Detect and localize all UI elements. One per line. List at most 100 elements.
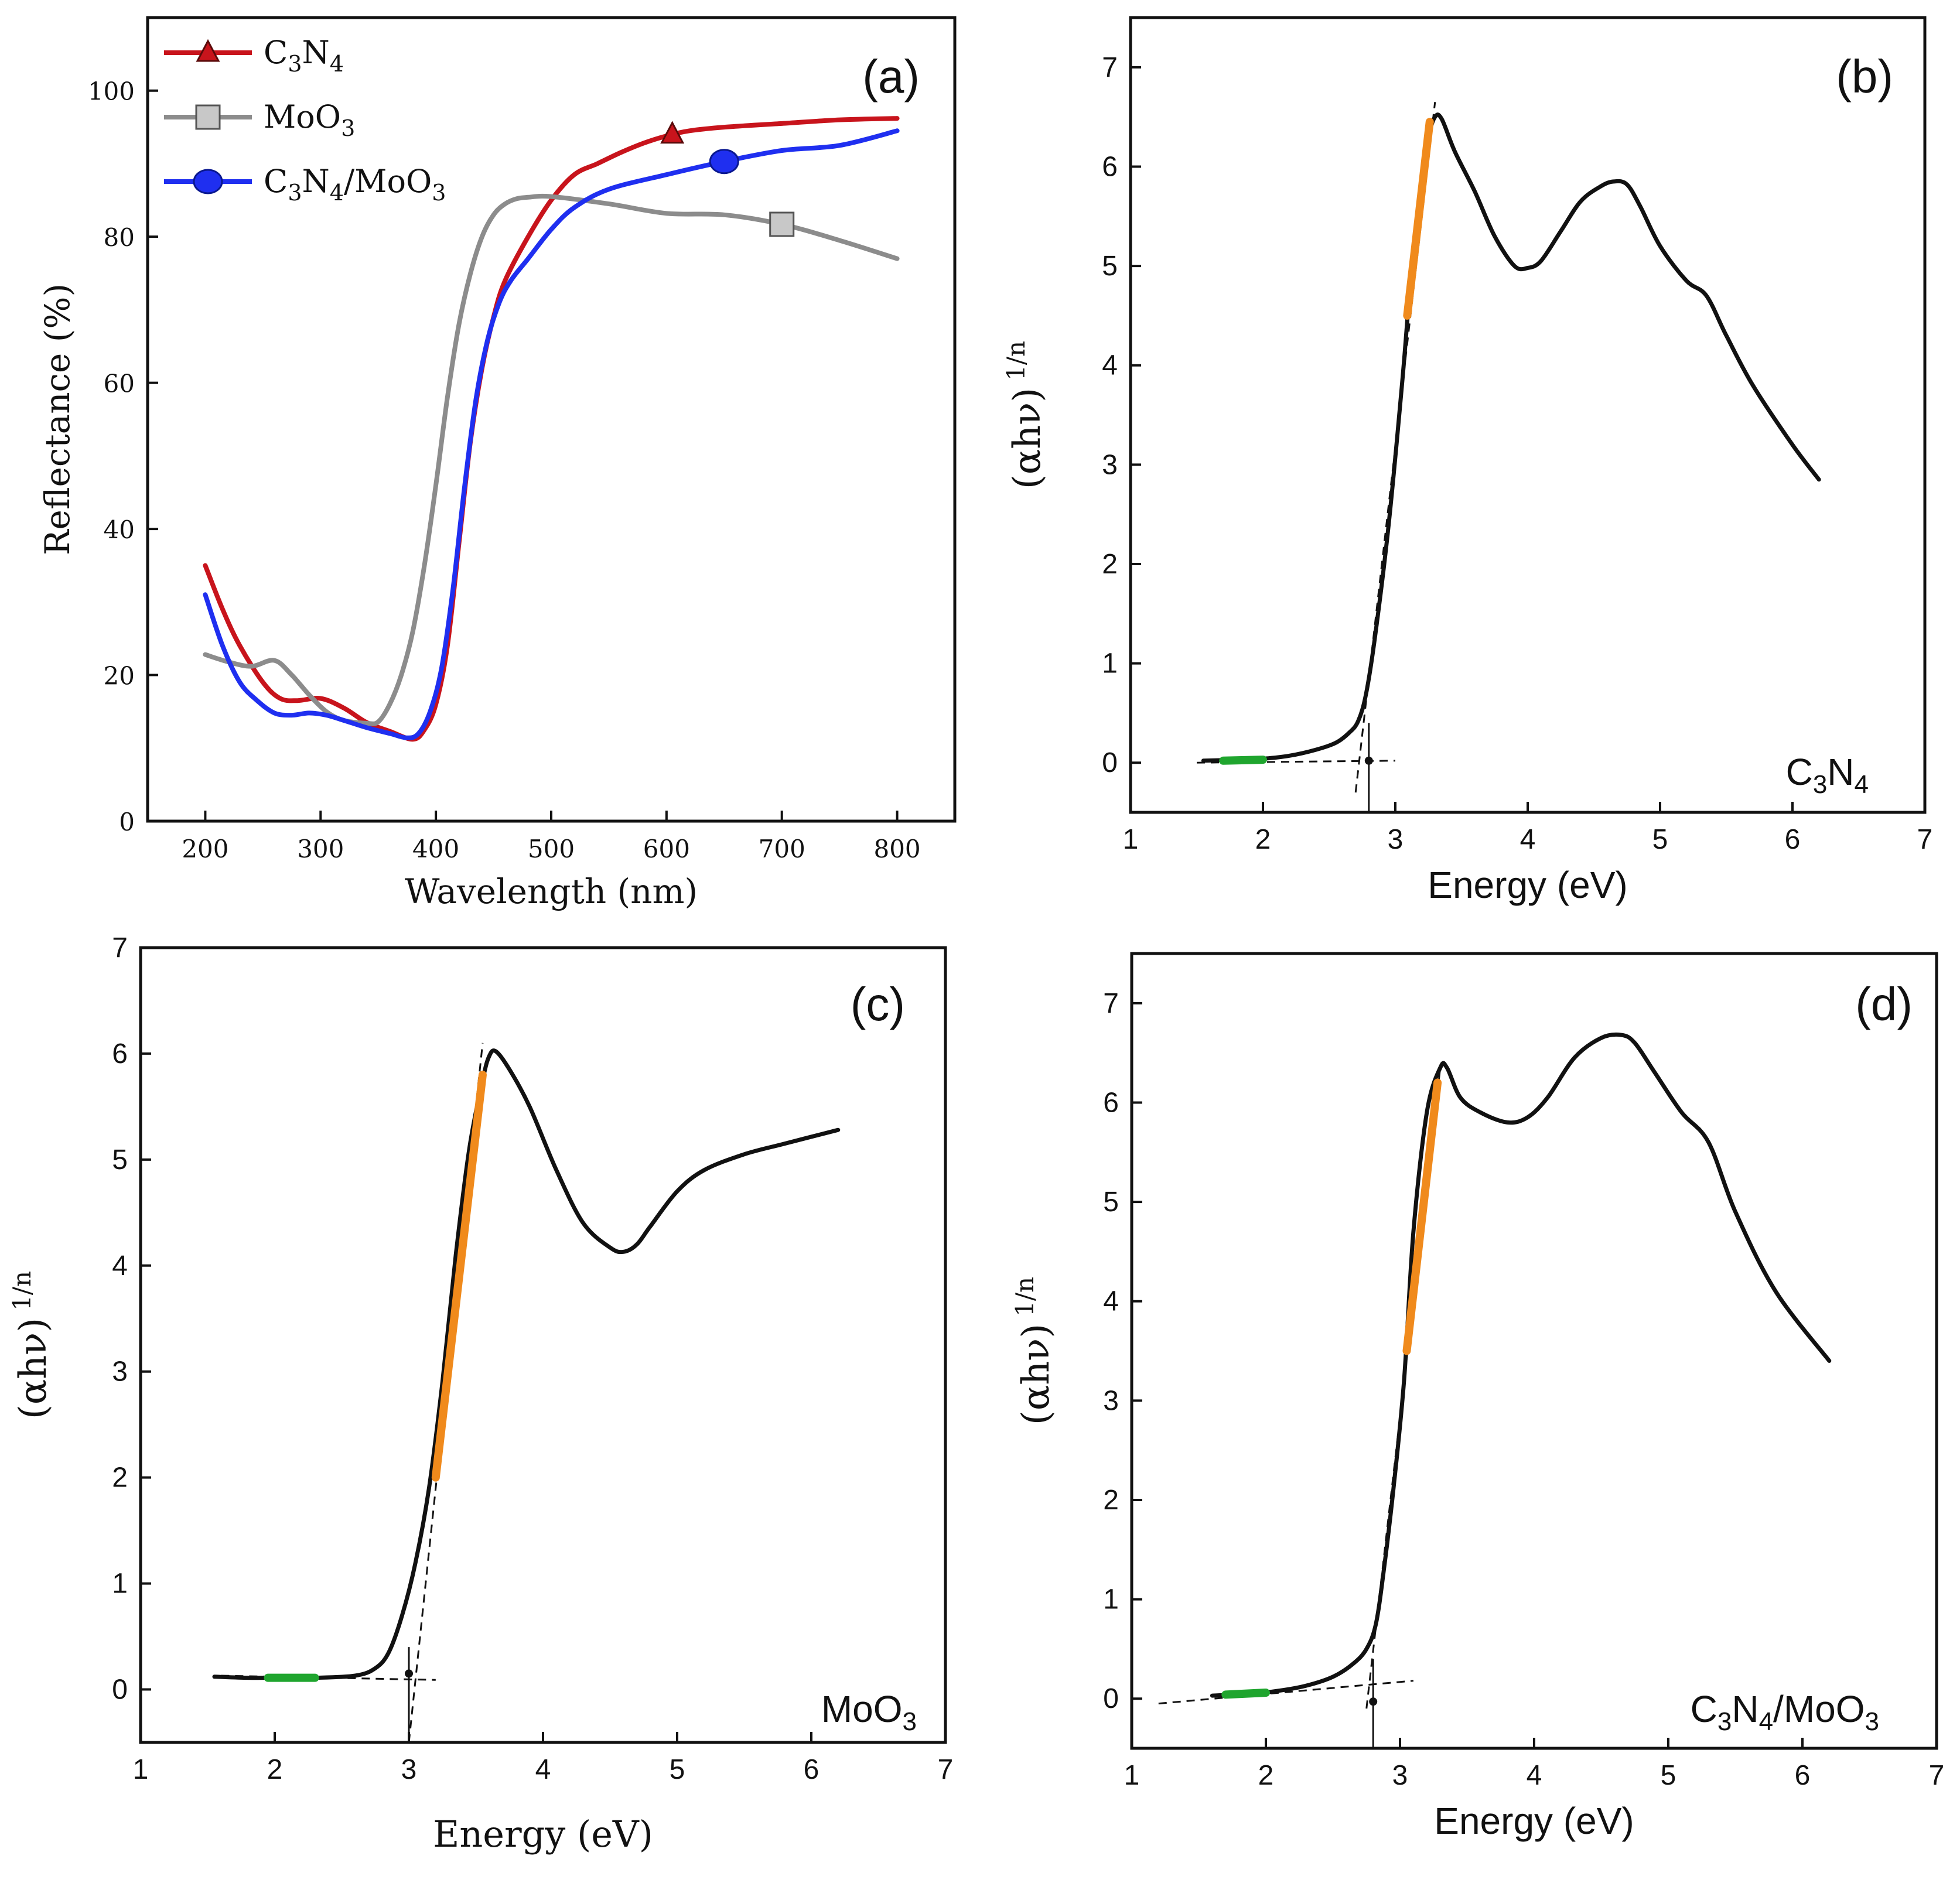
- panel-d-y-axis-label: (αhν) 1/n: [1010, 1277, 1058, 1425]
- y-tick-label: 5: [1103, 1187, 1119, 1218]
- y-tick-label: 0: [1103, 1683, 1119, 1714]
- y-tick-label: 2: [1103, 1485, 1119, 1516]
- y-tick-label: 5: [112, 1144, 128, 1175]
- panel-b-y-axis-label-main: (αhν): [1006, 388, 1049, 489]
- x-tick-label: 1: [1123, 824, 1139, 855]
- linear-fit-segment: [1402, 1078, 1442, 1355]
- panel-c-y-axis-label-main: (αhν): [12, 1318, 55, 1419]
- panel-a-legend: C3N4 MoO3 C3N4/MoO3: [164, 34, 446, 206]
- x-tick-label: 700: [759, 835, 805, 863]
- baseline-fit-segment: [1219, 756, 1267, 765]
- panel-d-sample-label: C3N4/MoO3: [1691, 1688, 1879, 1736]
- y-tick-label: 3: [1103, 1385, 1119, 1416]
- panel-b-series: [1201, 112, 1821, 765]
- x-tick-label: 200: [182, 835, 228, 863]
- x-tick-label: 6: [1785, 824, 1801, 855]
- series-line-c3n4-moo3: [203, 128, 900, 740]
- panel-b-tauc-plot: 1 2 3 4 5 6 7 0 1 2 3 4 5 6 7 Energy (eV) (αhν) 1/n (b)…: [1002, 16, 1932, 906]
- intercept-point: [1364, 756, 1373, 765]
- x-tick-label: 7: [1917, 824, 1933, 855]
- y-tick-label: 1: [1102, 648, 1118, 679]
- y-tick-label: 0: [119, 808, 135, 836]
- x-tick-label: 3: [1392, 1760, 1408, 1791]
- tangent-line: [1158, 1680, 1414, 1705]
- y-tick-label: 3: [1102, 449, 1118, 480]
- panel-d-x-axis-label: Energy (eV): [1434, 1800, 1634, 1842]
- panel-a-label: (a): [862, 50, 920, 102]
- x-tick-label: 800: [873, 835, 920, 863]
- x-tick-label: 300: [297, 835, 344, 863]
- absorption-curve: [1201, 112, 1821, 763]
- panel-b-sample-label: C3N4: [1786, 751, 1869, 799]
- y-tick-label: 7: [112, 932, 128, 963]
- baseline-fit-segment: [1221, 1689, 1270, 1699]
- x-tick-label: 7: [1929, 1760, 1945, 1791]
- y-tick-label: 6: [1102, 151, 1118, 182]
- x-tick-label: 7: [938, 1754, 954, 1785]
- y-tick-label: 2: [112, 1462, 128, 1494]
- square-marker: [769, 211, 795, 237]
- panel-b-ticks: 1 2 3 4 5 6 7 0 1 2 3 4 5 6 7: [1102, 52, 1932, 855]
- panel-d-ticks: 1 2 3 4 5 6 7 0 1 2 3 4 5 6 7: [1103, 988, 1944, 1791]
- y-tick-label: 4: [1102, 350, 1118, 381]
- x-tick-label: 1: [1124, 1760, 1140, 1791]
- x-tick-label: 2: [267, 1754, 283, 1785]
- y-tick-label: 4: [112, 1250, 128, 1281]
- y-tick-label: 1: [1103, 1584, 1119, 1615]
- panel-b-y-axis-label-exponent: 1/n: [1002, 341, 1030, 381]
- x-tick-label: 4: [1527, 1760, 1542, 1791]
- intercept-point: [1369, 1697, 1378, 1706]
- panel-b-x-axis-label: Energy (eV): [1428, 864, 1627, 906]
- x-tick-label: 400: [412, 835, 459, 863]
- panel-c-sample-label: MoO3: [821, 1688, 917, 1736]
- panel-a-x-axis-label: Wavelength (nm): [405, 872, 698, 911]
- triangle-marker: [196, 39, 220, 62]
- x-tick-label: 5: [670, 1754, 685, 1785]
- x-tick-label: 3: [401, 1754, 417, 1785]
- legend-entry: C3N4: [264, 34, 344, 77]
- y-tick-label: 0: [1102, 747, 1118, 778]
- triangle-marker: [660, 121, 685, 144]
- panel-c-ticks: 1 2 3 4 5 6 7 0 1 2 3 4 5 6 7: [112, 932, 953, 1785]
- y-tick-label: 20: [104, 662, 135, 691]
- panel-c-y-axis-label-exponent: 1/n: [8, 1271, 36, 1311]
- x-tick-label: 600: [643, 835, 690, 863]
- y-tick-label: 1: [112, 1568, 128, 1600]
- y-tick-label: 5: [1102, 251, 1118, 282]
- panel-c-x-axis-label: Energy (eV): [433, 1813, 653, 1855]
- x-tick-label: 4: [1520, 824, 1536, 855]
- circle-marker: [709, 149, 739, 175]
- x-tick-label: 1: [133, 1754, 149, 1785]
- circle-marker: [193, 169, 223, 194]
- panel-c-series: [212, 1048, 841, 1682]
- intercept-point: [405, 1669, 413, 1678]
- absorption-curve: [1210, 1032, 1832, 1698]
- linear-fit-segment: [1403, 118, 1434, 320]
- panel-d-y-axis-label-main: (αhν): [1015, 1324, 1058, 1425]
- y-tick-label: 2: [1102, 549, 1118, 580]
- y-tick-label: 6: [1103, 1087, 1119, 1118]
- panel-d-y-axis-label-exponent: 1/n: [1010, 1277, 1039, 1317]
- panel-a-ticks: 200 300 400 500 600 700 800 0 20 40 60 80 100: [88, 77, 921, 863]
- panel-a-markers: [660, 121, 795, 237]
- panel-b-y-axis-label: (αhν) 1/n: [1002, 341, 1049, 489]
- panel-b-label: (b): [1836, 50, 1893, 102]
- panel-d-tauc-plot: 1 2 3 4 5 6 7 0 1 2 3 4 5 6 7 Energy (eV) (αhν) 1/n (d)…: [1010, 952, 1944, 1842]
- y-tick-label: 40: [104, 515, 135, 544]
- x-tick-label: 5: [1661, 1760, 1676, 1791]
- panel-d-label: (d): [1855, 978, 1913, 1030]
- legend-entry: MoO3: [264, 98, 355, 141]
- panel-a-reflectance-chart: 200 300 400 500 600 700 800 0 20 40 60 80 100 Wavele…: [37, 16, 957, 911]
- y-tick-label: 0: [112, 1674, 128, 1706]
- x-tick-label: 3: [1388, 824, 1404, 855]
- x-tick-label: 500: [528, 835, 575, 863]
- x-tick-label: 2: [1255, 824, 1271, 855]
- y-tick-label: 7: [1102, 52, 1118, 83]
- panel-a-y-axis-label: Reflectance (%): [37, 283, 77, 555]
- x-tick-label: 4: [535, 1754, 551, 1785]
- y-tick-label: 7: [1103, 988, 1119, 1019]
- linear-fit-segment: [431, 1071, 487, 1482]
- legend-entry: C3N4/MoO3: [264, 163, 446, 206]
